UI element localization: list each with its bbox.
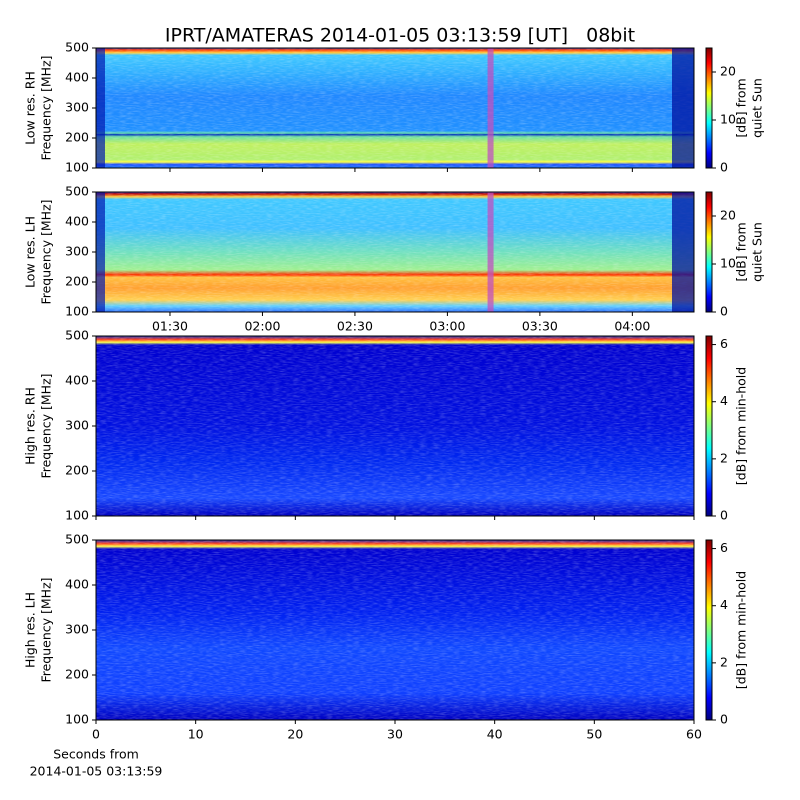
y-tick-label: 300 [65, 100, 89, 115]
x-axis-label: 2014-01-05 03:13:59 [30, 764, 163, 779]
colorbar-label: [dB] from [734, 222, 749, 281]
colorbar-label: [dB] from [734, 78, 749, 137]
time-marker [487, 192, 494, 312]
y-tick-label: 300 [65, 418, 89, 433]
colorbar-label: quiet Sun [750, 222, 765, 282]
x-tick-label: 60 [686, 727, 702, 742]
x-tick-label: 0 [92, 727, 100, 742]
colorbar-tick-label: 10 [720, 256, 736, 271]
y-tick-label: 400 [65, 70, 89, 85]
x-tick-label: 03:30 [522, 319, 558, 334]
colorbar-tick-label: 0 [720, 508, 728, 523]
x-tick-label: 02:00 [244, 319, 280, 334]
colorbar-tick-label: 20 [720, 208, 736, 223]
colorbar-tick-label: 6 [720, 540, 728, 555]
colorbar-label: [dB] from min-hold [734, 367, 749, 485]
y-axis-label: Frequency [MHz] [39, 199, 54, 304]
plot-frame [95, 191, 695, 313]
y-axis-label: Frequency [MHz] [39, 577, 54, 682]
y-axis-label: Low res. RH [23, 71, 38, 145]
plot-frame [95, 47, 695, 169]
x-tick-label: 02:30 [337, 319, 373, 334]
plot-frame [95, 335, 695, 517]
data-gap [672, 192, 694, 312]
x-axis-label: Seconds from [53, 747, 139, 762]
y-tick-label: 100 [65, 712, 89, 727]
y-tick-label: 500 [65, 328, 89, 343]
y-axis-label: High res. RH [23, 387, 38, 465]
data-gap [96, 192, 105, 312]
colorbar-tick-label: 0 [720, 304, 728, 319]
colorbar-tick-label: 0 [720, 160, 728, 175]
y-tick-label: 500 [65, 532, 89, 547]
colorbar-tick-label: 2 [720, 654, 728, 669]
colorbar-tick-label: 10 [720, 112, 736, 127]
y-axis-label: Frequency [MHz] [39, 55, 54, 160]
time-marker [487, 48, 494, 168]
spectrogram-texture [96, 336, 694, 516]
y-axis-label: High res. LH [23, 592, 38, 668]
y-tick-label: 400 [65, 214, 89, 229]
colorbar-label: quiet Sun [750, 78, 765, 138]
colorbar [705, 191, 713, 313]
plot-frame [95, 539, 695, 721]
x-tick-label: 30 [387, 727, 403, 742]
colorbar-tick-label: 0 [720, 712, 728, 727]
colorbar-label: [dB] from min-hold [734, 571, 749, 689]
spectrogram-texture [96, 192, 694, 312]
x-tick-label: 10 [188, 727, 204, 742]
colorbar [705, 47, 713, 169]
y-axis-label: Frequency [MHz] [39, 373, 54, 478]
spectrogram-texture [96, 48, 694, 168]
colorbar-tick-label: 6 [720, 336, 728, 351]
figure-title: IPRT/AMATERAS 2014-01-05 03:13:59 [UT] 0… [165, 25, 635, 47]
colorbar [705, 539, 713, 721]
y-tick-label: 100 [65, 508, 89, 523]
x-tick-label: 01:30 [152, 319, 188, 334]
x-tick-label: 03:00 [429, 319, 465, 334]
data-gap [96, 48, 105, 168]
y-tick-label: 400 [65, 577, 89, 592]
colorbar-tick-label: 4 [720, 393, 728, 408]
x-tick-label: 04:00 [614, 319, 650, 334]
y-tick-label: 200 [65, 130, 89, 145]
colorbar [705, 335, 713, 517]
colorbar-tick-label: 2 [720, 450, 728, 465]
y-tick-label: 400 [65, 373, 89, 388]
y-tick-label: 500 [65, 40, 89, 55]
y-tick-label: 100 [65, 304, 89, 319]
y-tick-label: 200 [65, 274, 89, 289]
x-tick-label: 20 [287, 727, 303, 742]
x-tick-label: 50 [586, 727, 602, 742]
y-tick-label: 200 [65, 667, 89, 682]
y-axis-label: Low res. LH [23, 216, 38, 288]
y-tick-label: 100 [65, 160, 89, 175]
y-tick-label: 200 [65, 463, 89, 478]
colorbar-tick-label: 20 [720, 64, 736, 79]
y-tick-label: 300 [65, 244, 89, 259]
colorbar-tick-label: 4 [720, 597, 728, 612]
y-tick-label: 300 [65, 622, 89, 637]
spectrogram-texture [96, 540, 694, 720]
data-gap [672, 48, 694, 168]
y-tick-label: 500 [65, 184, 89, 199]
x-tick-label: 40 [487, 727, 503, 742]
